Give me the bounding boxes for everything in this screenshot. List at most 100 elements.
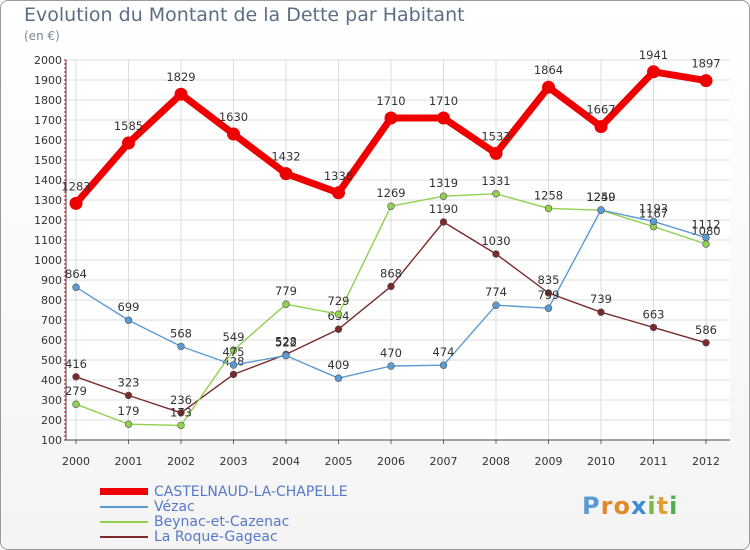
legend-item: Vézac <box>100 499 348 515</box>
legend-swatch <box>100 505 148 508</box>
x-tick-label: 2000 <box>62 455 90 468</box>
data-point <box>227 127 240 141</box>
data-point <box>122 136 135 150</box>
data-label: 1190 <box>429 202 458 216</box>
data-label: 1331 <box>481 174 510 188</box>
data-point <box>437 111 450 125</box>
data-label: 470 <box>380 346 402 360</box>
data-point <box>439 218 448 226</box>
data-label: 1167 <box>639 207 668 221</box>
data-label: 1897 <box>691 57 720 71</box>
data-point <box>492 190 500 198</box>
legend-item: La Roque-Gageac <box>100 529 348 545</box>
y-tick-label: 1800 <box>34 94 62 107</box>
data-point <box>699 74 713 88</box>
x-tick-label: 2009 <box>535 455 563 468</box>
data-point <box>72 373 80 381</box>
legend-label: CASTELNAUD-LA-CHAPELLE <box>154 483 348 500</box>
y-tick-label: 1200 <box>34 214 62 227</box>
data-point <box>72 400 80 408</box>
data-point <box>279 167 293 181</box>
data-point <box>489 146 503 160</box>
data-label: 173 <box>170 405 192 419</box>
legend-swatch <box>100 535 148 538</box>
data-point <box>282 351 290 360</box>
logo-letter: i <box>669 492 679 520</box>
data-label: 1630 <box>219 110 248 124</box>
chart-title: Evolution du Montant de la Dette par Hab… <box>24 4 465 26</box>
x-tick-label: 2010 <box>587 455 615 468</box>
logo-letter: t <box>656 492 670 520</box>
data-label: 1710 <box>429 94 458 108</box>
data-point <box>334 325 343 333</box>
x-tick-label: 2012 <box>692 455 720 468</box>
data-point <box>702 233 710 242</box>
y-tick-label: 2000 <box>34 54 62 67</box>
data-point <box>647 65 660 79</box>
plot-area <box>66 60 730 440</box>
data-label: 568 <box>170 326 192 340</box>
data-label: 774 <box>485 285 507 299</box>
data-label: 279 <box>65 384 87 398</box>
logo-letter: o <box>613 492 631 520</box>
y-tick-label: 200 <box>41 414 62 427</box>
y-tick-label: 100 <box>41 434 62 447</box>
data-point <box>649 217 658 226</box>
data-label: 759 <box>538 288 560 302</box>
x-tick-label: 2006 <box>377 455 405 468</box>
data-label: 1250 <box>586 190 615 204</box>
data-point <box>332 186 345 200</box>
data-point <box>439 361 448 369</box>
data-point <box>597 308 605 316</box>
x-tick-label: 2002 <box>167 455 195 468</box>
logo-letter: x <box>630 492 648 520</box>
data-point <box>387 362 395 370</box>
data-label: 1432 <box>271 150 300 164</box>
legend-item: CASTELNAUD-LA-CHAPELLE <box>100 483 348 500</box>
data-point <box>69 196 83 210</box>
data-label: 1269 <box>376 186 405 200</box>
y-tick-label: 900 <box>41 274 62 287</box>
data-label: 835 <box>538 273 560 287</box>
data-point <box>597 206 605 214</box>
proxiti-logo: Proxiti <box>582 492 678 520</box>
data-label: 779 <box>275 284 297 298</box>
data-point <box>177 342 185 351</box>
data-label: 1864 <box>534 63 563 77</box>
data-label: 729 <box>328 294 350 308</box>
y-tick-label: 300 <box>41 394 62 407</box>
data-label: 699 <box>118 300 140 314</box>
data-label: 1533 <box>481 129 510 143</box>
x-tick-label: 2001 <box>115 455 143 468</box>
data-label: 1829 <box>166 70 195 84</box>
data-label: 549 <box>223 330 245 344</box>
data-point <box>229 370 238 379</box>
data-point <box>439 192 448 200</box>
data-label: 1193 <box>639 201 668 215</box>
y-tick-label: 600 <box>41 334 62 347</box>
data-point <box>177 421 185 430</box>
data-label: 1319 <box>429 176 458 190</box>
data-label: 1941 <box>639 48 668 62</box>
data-point <box>387 282 395 291</box>
data-label: 1667 <box>586 103 615 117</box>
data-point <box>702 339 710 347</box>
data-label: 474 <box>433 345 455 359</box>
x-tick-label: 2008 <box>482 455 510 468</box>
data-label: 868 <box>380 266 402 280</box>
data-point <box>492 301 500 309</box>
data-point <box>387 202 395 210</box>
y-tick-label: 1900 <box>34 74 62 87</box>
y-tick-label: 700 <box>41 314 62 327</box>
data-label: 1585 <box>114 119 143 133</box>
data-point <box>649 323 658 332</box>
legend-item: Beynac-et-Cazenac <box>100 514 348 530</box>
x-tick-label: 2005 <box>325 455 353 468</box>
chart-subtitle: (en €) <box>24 29 60 43</box>
y-tick-label: 1300 <box>34 194 62 207</box>
data-label: 522 <box>275 336 297 350</box>
line-chart: 100 200 300 400 500 600 700 800 900 1000 1100 1200 1… <box>34 48 730 468</box>
data-label: 416 <box>65 357 87 371</box>
y-tick-label: 1500 <box>34 154 62 167</box>
data-point <box>124 420 133 428</box>
